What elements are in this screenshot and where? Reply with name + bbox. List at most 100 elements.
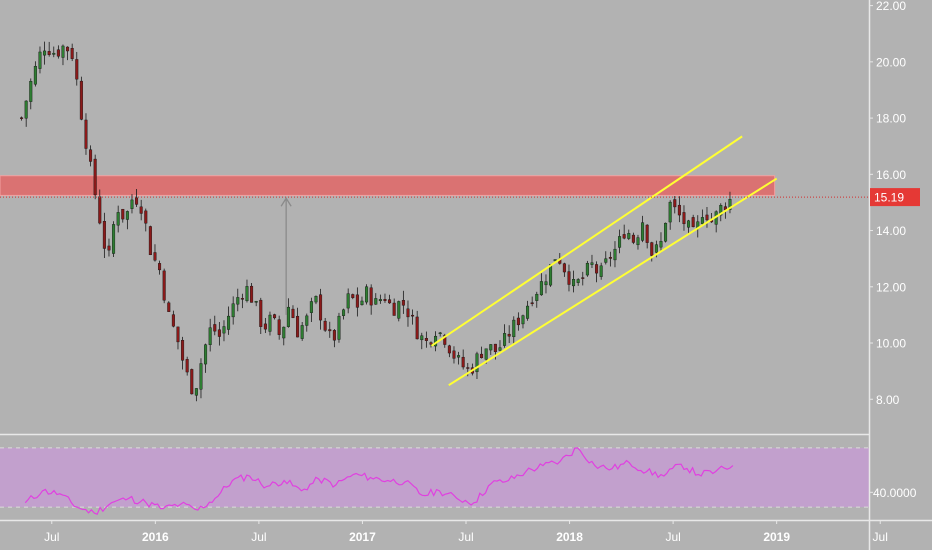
candle[interactable] bbox=[585, 262, 589, 276]
candle[interactable] bbox=[608, 257, 612, 259]
candle[interactable] bbox=[457, 355, 461, 358]
candle[interactable] bbox=[213, 324, 217, 332]
candle[interactable] bbox=[489, 344, 493, 351]
candle[interactable] bbox=[227, 315, 231, 330]
candle[interactable] bbox=[208, 327, 212, 345]
candle[interactable] bbox=[475, 353, 479, 373]
candle[interactable] bbox=[447, 345, 451, 354]
candle[interactable] bbox=[595, 264, 599, 274]
candle[interactable] bbox=[544, 281, 548, 286]
candle[interactable] bbox=[452, 350, 456, 359]
candle[interactable] bbox=[383, 299, 387, 301]
candle[interactable] bbox=[291, 308, 295, 318]
candle[interactable] bbox=[47, 51, 51, 55]
candle[interactable] bbox=[171, 314, 175, 327]
candle[interactable] bbox=[521, 315, 525, 325]
candle[interactable] bbox=[121, 208, 125, 220]
candle[interactable] bbox=[503, 333, 507, 346]
candle[interactable] bbox=[530, 302, 534, 305]
candle[interactable] bbox=[89, 149, 93, 162]
candle[interactable] bbox=[539, 281, 543, 296]
candle[interactable] bbox=[507, 333, 511, 337]
candle[interactable] bbox=[687, 220, 691, 228]
candle[interactable] bbox=[682, 212, 686, 225]
candle[interactable] bbox=[636, 237, 640, 246]
candle[interactable] bbox=[512, 319, 516, 338]
rsi-pane[interactable] bbox=[0, 447, 869, 515]
candle[interactable] bbox=[125, 211, 129, 220]
candle[interactable] bbox=[282, 326, 286, 339]
candle[interactable] bbox=[618, 236, 622, 248]
candle[interactable] bbox=[700, 217, 704, 224]
candle[interactable] bbox=[645, 224, 649, 243]
candle[interactable] bbox=[300, 325, 304, 339]
candle[interactable] bbox=[438, 332, 442, 335]
candle[interactable] bbox=[360, 300, 364, 306]
candle[interactable] bbox=[204, 344, 208, 365]
candle[interactable] bbox=[66, 46, 70, 52]
candle[interactable] bbox=[130, 199, 134, 209]
candle[interactable] bbox=[79, 80, 83, 120]
candle[interactable] bbox=[535, 293, 539, 301]
candle[interactable] bbox=[107, 245, 111, 251]
resistance-zone[interactable] bbox=[0, 175, 776, 196]
candle[interactable] bbox=[590, 262, 594, 265]
candle[interactable] bbox=[627, 233, 631, 239]
candle[interactable] bbox=[52, 52, 56, 55]
candle[interactable] bbox=[668, 201, 672, 223]
candle[interactable] bbox=[273, 314, 277, 319]
candle[interactable] bbox=[355, 294, 359, 308]
candle[interactable] bbox=[581, 277, 585, 279]
candle[interactable] bbox=[466, 367, 470, 369]
candle[interactable] bbox=[75, 59, 79, 80]
candle[interactable] bbox=[33, 65, 37, 85]
candle[interactable] bbox=[443, 335, 447, 345]
candle[interactable] bbox=[263, 323, 267, 330]
candle[interactable] bbox=[480, 353, 484, 359]
candle[interactable] bbox=[98, 196, 102, 224]
candle[interactable] bbox=[24, 100, 28, 119]
candle[interactable] bbox=[231, 303, 235, 318]
candle[interactable] bbox=[378, 299, 382, 302]
candle[interactable] bbox=[38, 51, 42, 69]
price-pane[interactable] bbox=[0, 41, 869, 402]
candle[interactable] bbox=[388, 299, 392, 304]
candle[interactable] bbox=[194, 388, 198, 396]
candle[interactable] bbox=[673, 199, 677, 208]
candle[interactable] bbox=[305, 315, 309, 326]
candle[interactable] bbox=[641, 222, 645, 241]
candle[interactable] bbox=[236, 297, 240, 305]
candle[interactable] bbox=[319, 294, 323, 321]
candle[interactable] bbox=[167, 302, 171, 312]
candle[interactable] bbox=[153, 252, 157, 261]
candle[interactable] bbox=[498, 347, 502, 351]
candle[interactable] bbox=[576, 279, 580, 283]
candle[interactable] bbox=[622, 234, 626, 239]
candle[interactable] bbox=[424, 338, 428, 341]
rsi-line[interactable] bbox=[24, 447, 734, 515]
channel-lower-line[interactable] bbox=[448, 177, 778, 387]
candle[interactable] bbox=[677, 204, 681, 216]
candle[interactable] bbox=[70, 48, 74, 59]
candle[interactable] bbox=[526, 305, 530, 319]
candle[interactable] bbox=[599, 265, 603, 277]
candle[interactable] bbox=[342, 309, 346, 316]
candle[interactable] bbox=[369, 287, 373, 306]
candle[interactable] bbox=[553, 259, 557, 262]
candle[interactable] bbox=[659, 240, 663, 248]
candle[interactable] bbox=[314, 296, 318, 303]
channel-upper-line[interactable] bbox=[430, 135, 743, 347]
candle[interactable] bbox=[374, 298, 378, 305]
candle[interactable] bbox=[549, 264, 553, 286]
candle[interactable] bbox=[420, 335, 424, 341]
candle[interactable] bbox=[397, 301, 401, 319]
candle[interactable] bbox=[516, 317, 520, 326]
candle[interactable] bbox=[112, 224, 116, 254]
candle[interactable] bbox=[346, 293, 350, 309]
candle[interactable] bbox=[493, 343, 497, 353]
candle[interactable] bbox=[351, 294, 355, 298]
candle[interactable] bbox=[365, 286, 369, 303]
candle[interactable] bbox=[217, 329, 221, 337]
candle[interactable] bbox=[401, 300, 405, 306]
